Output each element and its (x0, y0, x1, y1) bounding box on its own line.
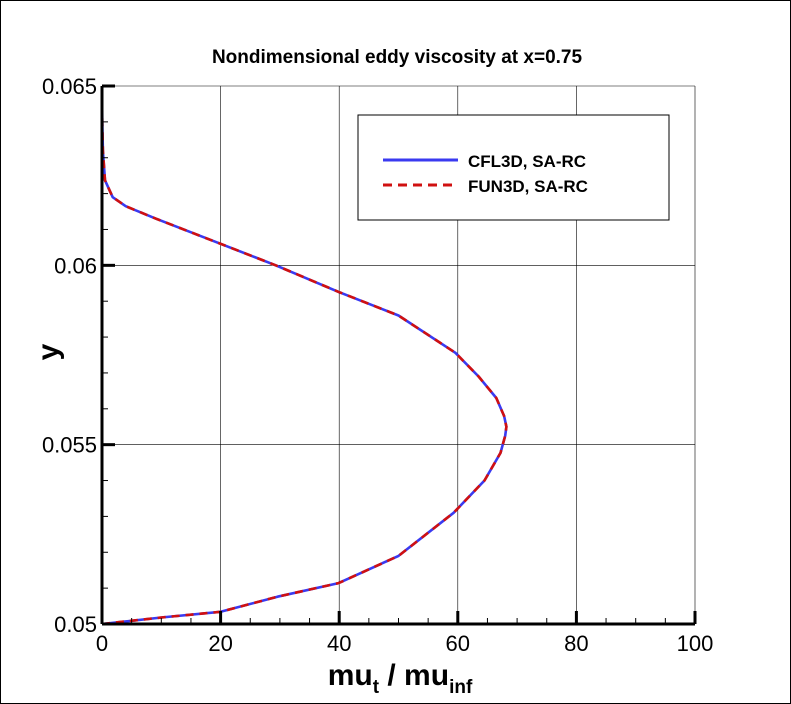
x-axis-label: mut / muinf (328, 659, 473, 698)
axes (100, 84, 697, 626)
legend-label-fun3d: FUN3D, SA-RC (468, 177, 588, 196)
x-tick-label: 40 (327, 631, 351, 656)
series-line-1 (100, 85, 508, 626)
y-tick-label: 0.05 (54, 612, 97, 637)
x-tick-label: 80 (564, 631, 588, 656)
legend-label-cfl3d: CFL3D, SA-RC (468, 152, 586, 171)
chart-title: Nondimensional eddy viscosity at x=0.75 (212, 47, 583, 68)
x-tick-label: 20 (208, 631, 232, 656)
x-tick-label: 60 (446, 631, 470, 656)
series-group (100, 85, 508, 626)
tick-labels: 0 20 40 60 80 100 0.05 0.055 0.06 0.065 (42, 74, 713, 656)
x-tick-label: 100 (677, 631, 714, 656)
y-axis-label: y (32, 343, 65, 360)
y-tick-label: 0.065 (42, 74, 97, 99)
legend: CFL3D, SA-RC FUN3D, SA-RC (357, 114, 670, 221)
y-tick-label: 0.055 (42, 433, 97, 458)
legend-box (357, 114, 670, 221)
y-tick-label: 0.06 (54, 253, 97, 278)
x-tick-label: 0 (96, 631, 108, 656)
